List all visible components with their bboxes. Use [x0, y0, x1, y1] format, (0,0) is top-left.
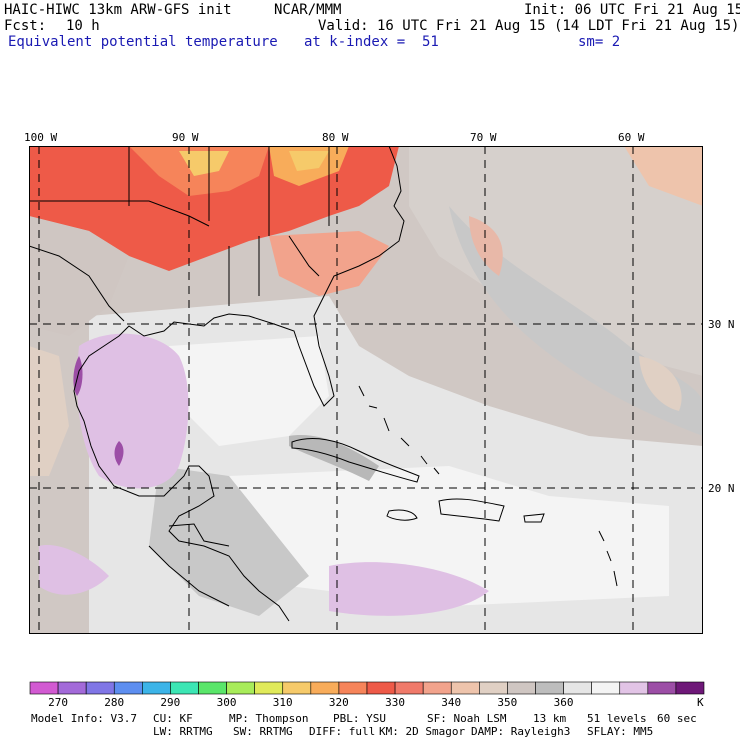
footer-sflay: SFLAY: MM5: [587, 725, 654, 738]
lon-label-80w: 80 W: [322, 131, 349, 144]
colorbar-swatch: [366, 681, 396, 695]
footer-lw: LW: RRTMG: [153, 725, 213, 738]
colorbar-swatch: [170, 681, 199, 695]
colorbar-swatch: [310, 681, 340, 695]
colorbar-swatch: [85, 681, 115, 695]
colorbar-tick-label: 290: [160, 696, 181, 709]
lat-lon-grid: [29, 146, 703, 634]
footer-diff: DIFF: full: [309, 725, 376, 738]
k-index-label: at k-index = 51: [304, 34, 439, 50]
colorbar-unit: K: [697, 696, 704, 709]
field-band-north-atlantic: [409, 146, 703, 376]
coastline-puerto-rico: [523, 513, 545, 523]
border-mexico-texas: [29, 245, 125, 322]
footer-timestep: 60 sec: [657, 712, 697, 725]
colorbar-swatch: [198, 681, 227, 695]
colorbar-swatch: [535, 681, 564, 695]
colorbar: [29, 680, 705, 699]
smoothing-label: sm= 2: [578, 34, 621, 50]
lon-label-70w: 70 W: [470, 131, 497, 144]
state-borders: [128, 146, 330, 306]
forecast-hour: 10 h: [66, 18, 100, 34]
lon-label-90w: 90 W: [172, 131, 199, 144]
colorbar-swatch: [338, 681, 368, 695]
coastline-jamaica: [386, 509, 418, 521]
footer-damp: DAMP: Rayleigh3: [471, 725, 571, 738]
field-atlantic-pink: [469, 216, 503, 276]
colorbar-swatch: [479, 681, 508, 695]
colorbar-swatches: [29, 681, 705, 695]
footer-sw: SW: RRTMG: [233, 725, 293, 738]
field-texas-lavender: [77, 333, 189, 489]
footer-km: KM: 2D Smagor: [379, 725, 466, 738]
colorbar-swatch: [57, 681, 87, 695]
lat-label-30n: 30 N: [708, 318, 735, 331]
colorbar-swatch: [142, 681, 171, 695]
field-name: Equivalent potential temperature: [8, 34, 278, 50]
colorbar-swatch: [450, 681, 480, 695]
coastlines: [29, 146, 618, 622]
field-atlantic-tan-2: [639, 356, 682, 411]
colorbar-tick-label: 340: [441, 696, 462, 709]
field-caribbean-lavender: [329, 562, 489, 616]
coastline-bahamas: [358, 385, 440, 475]
colorbar-swatch: [647, 681, 677, 695]
coastline-mainland: [73, 146, 405, 622]
border-central-america: [148, 523, 230, 607]
colorbar-swatch: [394, 681, 424, 695]
init-time: Init: 06 UTC Fri 21 Aug 15: [524, 2, 740, 18]
colorbar-swatch: [619, 681, 649, 695]
lat-label-20n: 20 N: [708, 482, 735, 495]
model-title: HAIC-HIWC 13km ARW-GFS init: [4, 2, 232, 18]
coastline-lesser-antilles: [598, 530, 618, 587]
footer-sf: SF: Noah LSM: [427, 712, 507, 725]
field-cuba-gray: [289, 435, 379, 481]
colorbar-swatch: [113, 681, 143, 695]
org-label: NCAR/MMM: [274, 2, 342, 18]
colorbar-tick-label: 280: [104, 696, 125, 709]
colorbar-tick-label: 300: [216, 696, 237, 709]
field-mexico-north-gray: [29, 216, 129, 336]
lon-label-100w: 100 W: [24, 131, 58, 144]
footer-resolution: 13 km: [533, 712, 567, 725]
colorbar-swatch: [29, 681, 59, 695]
colorbar-swatch: [282, 681, 312, 695]
colorbar-tick-label: 270: [48, 696, 68, 709]
field-southeast-salmon: [269, 231, 389, 296]
colorbar-swatch: [591, 681, 621, 695]
colorbar-tick-label: 360: [553, 696, 574, 709]
footer-model-info: Model Info: V3.7: [31, 712, 137, 725]
colorbar-swatch: [254, 681, 284, 695]
lon-label-60w: 60 W: [618, 131, 645, 144]
field-pacific-lavender: [39, 545, 109, 595]
colorbar-swatch: [507, 681, 536, 695]
coastline-hispaniola: [438, 498, 505, 522]
field-us-yellow-2: [289, 151, 329, 171]
field-atlantic-peach: [624, 146, 703, 206]
colorbar-swatch: [226, 681, 255, 695]
field-band-gray-arc: [449, 206, 703, 436]
colorbar-tick-label: 320: [328, 696, 349, 709]
map-frame: [29, 146, 703, 634]
colorbar-swatch: [675, 681, 705, 695]
field-gulf-white: [169, 336, 329, 446]
footer-cu: CU: KF: [153, 712, 193, 725]
theta-e-map: [29, 146, 703, 634]
footer-pbl: PBL: YSU: [333, 712, 386, 725]
coastline-cuba: [291, 438, 420, 483]
field-us-yellow-1: [179, 151, 229, 176]
colorbar-swatch: [563, 681, 592, 695]
colorbar-swatch: [422, 681, 452, 695]
colorbar-tick-label: 310: [272, 696, 293, 709]
footer-levels: 51 levels: [587, 712, 647, 725]
colorbar-tick-label: 330: [385, 696, 405, 709]
valid-time: Valid: 16 UTC Fri 21 Aug 15 (14 LDT Fri …: [318, 18, 740, 34]
forecast-label: Fcst:: [4, 18, 47, 34]
footer-mp: MP: Thompson: [229, 712, 309, 725]
field-texas-inland-purple: [114, 441, 124, 466]
border-us-mexico-north: [29, 200, 210, 227]
colorbar-tick-label: 350: [497, 696, 518, 709]
